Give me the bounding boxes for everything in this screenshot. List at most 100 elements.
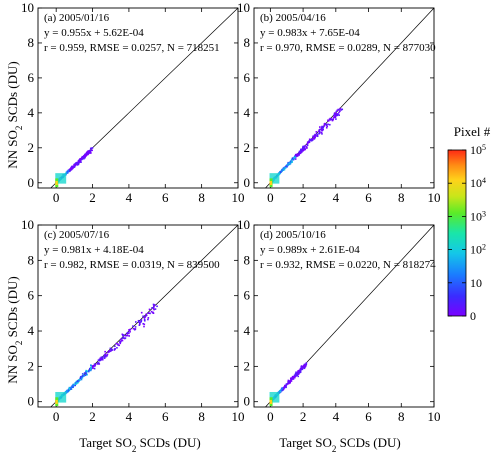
x-tick-label: 4 (333, 409, 340, 424)
y-tick-label: 4 (28, 105, 35, 120)
scatter-point (305, 146, 308, 148)
scatter-point (84, 154, 87, 157)
scatter-point (295, 155, 298, 158)
scatter-point (85, 373, 87, 375)
scatter-point (325, 123, 328, 126)
scatter-point (282, 388, 284, 391)
colorbar-tick-label: 0 (470, 309, 476, 323)
x-tick-label: 4 (126, 190, 133, 205)
scatter-point (127, 331, 129, 334)
scatter-point (279, 389, 281, 392)
scatter-point (321, 133, 323, 135)
scatter-point (98, 363, 101, 365)
scatter-point (69, 388, 72, 390)
scatter-point (134, 321, 137, 323)
y-tick-label: 0 (244, 394, 251, 409)
scatter-point (325, 126, 328, 129)
x-axis-label-left: Target SO2 SCDs (DU) (79, 435, 200, 454)
scatter-point (90, 366, 92, 369)
scatter-point (139, 321, 141, 324)
scatter-point (333, 116, 336, 119)
scatter-point (303, 146, 306, 149)
scatter-point (88, 369, 91, 371)
scatter-point (300, 148, 302, 151)
scatter-point (307, 141, 310, 144)
scatter-point (97, 363, 99, 365)
fit-equation: y = 0.981x + 4.18E-04 (44, 244, 144, 256)
scatter-point (295, 371, 297, 374)
scatter-point (143, 316, 146, 319)
scatter-point (90, 149, 92, 152)
scatter-point (315, 131, 318, 133)
x-tick-label: 6 (162, 409, 169, 424)
scatter-point (84, 155, 86, 158)
scatter-point (105, 355, 107, 358)
scatter-point (66, 389, 68, 392)
scatter-point (285, 383, 288, 386)
panel-label: (a) 2005/01/16 (44, 12, 110, 24)
scatter-point (335, 110, 338, 113)
plot-frame (253, 224, 435, 408)
scatter-point (106, 355, 108, 357)
scatter-point (329, 118, 332, 121)
scatter-point (88, 152, 90, 155)
scatter-point (106, 353, 109, 356)
scatter-point (304, 148, 307, 150)
scatter-point (68, 388, 71, 390)
colorbar-tick-label: 102 (470, 242, 486, 257)
x-tick-label: 10 (232, 190, 245, 205)
y-tick-label: 0 (244, 175, 251, 190)
scatter-point (101, 356, 104, 359)
scatter-point (291, 375, 294, 378)
scatter-point (338, 114, 340, 116)
scatter-point (78, 159, 80, 162)
scatter-point (279, 171, 282, 173)
y-tick-label: 8 (28, 35, 35, 50)
scatter-point (280, 389, 282, 391)
y-tick-label: 8 (244, 35, 251, 50)
x-tick-label: 0 (267, 409, 274, 424)
scatter-point (104, 355, 106, 357)
scatter-point (147, 312, 150, 314)
scatter-point (156, 305, 158, 308)
colorbar-tick-label: 103 (470, 209, 486, 224)
scatter-point (299, 369, 301, 372)
scatter-point (294, 376, 296, 379)
scatter-point (90, 152, 92, 154)
x-tick-label: 0 (53, 409, 60, 424)
scatter-point (111, 348, 113, 351)
scatter-point (145, 313, 147, 316)
scatter-point (151, 307, 153, 309)
scatter-point (308, 138, 311, 141)
scatter-point (301, 365, 303, 368)
scatter-point (81, 157, 84, 160)
point-cloud (55, 303, 158, 407)
scatter-point (116, 346, 118, 349)
scatter-point (293, 376, 295, 378)
scatter-point (331, 118, 333, 121)
x-tick-label: 8 (198, 190, 205, 205)
scatter-point (308, 140, 310, 142)
scatter-point (121, 333, 124, 336)
y-tick-label: 6 (28, 70, 35, 85)
scatter-point (332, 117, 335, 119)
scatter-point (301, 368, 304, 371)
colorbar-tick-label: 104 (470, 176, 486, 191)
scatter-point (147, 318, 149, 321)
scatter-point (133, 328, 136, 331)
scatter-point (109, 347, 112, 350)
scatter-point (134, 326, 137, 328)
scatter-point (98, 359, 101, 362)
scatter-point (80, 378, 83, 381)
dense-core (55, 173, 67, 184)
scatter-point (126, 332, 128, 335)
scatter-point (72, 383, 74, 386)
scatter-point (128, 329, 130, 331)
x-tick-label: 6 (365, 409, 372, 424)
scatter-point (340, 109, 342, 111)
scatter-point (129, 328, 132, 331)
y-tick-label: 2 (28, 358, 35, 373)
scatter-point (77, 163, 80, 166)
scatter-point (75, 383, 78, 385)
scatter-point (279, 171, 281, 174)
